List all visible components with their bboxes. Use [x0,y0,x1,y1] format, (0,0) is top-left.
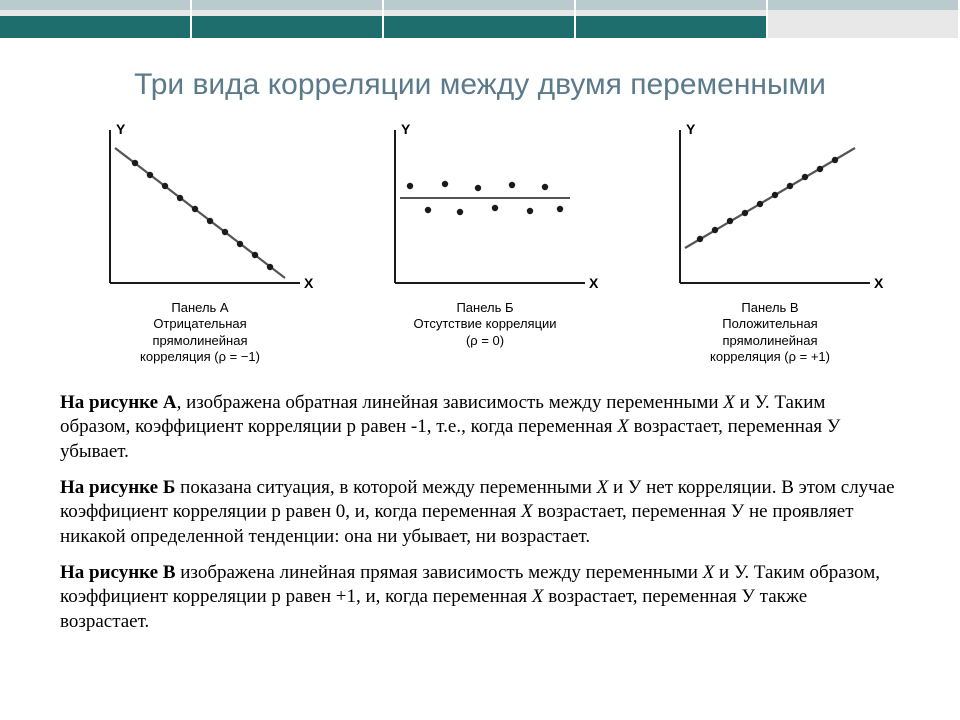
chart-svg-b: YX [370,118,600,298]
caption-b-l1: Панель Б [456,300,513,315]
svg-text:Y: Y [401,121,411,137]
svg-text:Y: Y [686,121,696,137]
bar-row-1 [0,0,960,10]
paragraph-b: На рисунке Б показана ситуация, в которо… [60,476,900,549]
caption-c-l3: прямолинейная [722,333,817,348]
caption-a-l2: Отрицательная [153,316,246,331]
chart-svg-a: YX [85,118,315,298]
slide-title: Три вида корреляции между двумя переменн… [0,38,960,118]
bar-row-3 [0,16,960,38]
caption-b-l2: Отсутствие корреляции [413,316,556,331]
svg-text:X: X [589,275,599,291]
body-text: На рисунке А, изображена обратная линейн… [0,373,960,634]
p2-rest: показана ситуация, в которой между перем… [60,477,895,547]
paragraph-a: На рисунке А, изображена обратная линейн… [60,391,900,464]
svg-text:Y: Y [116,121,126,137]
chart-panel-c: YX Панель В Положительная прямолинейная … [645,118,895,365]
svg-text:X: X [304,275,314,291]
paragraph-c: На рисунке В изображена линейная прямая … [60,561,900,634]
caption-b-l3: (ρ = 0) [466,333,504,348]
caption-a: Панель А Отрицательная прямолинейная кор… [140,300,260,365]
decorative-top-bars [0,0,960,38]
caption-c-l4: корреляция (ρ = +1) [710,349,830,364]
caption-a-l1: Панель А [171,300,228,315]
p2-lead: На рисунке Б [60,477,175,498]
caption-a-l4: корреляция (ρ = −1) [140,349,260,364]
chart-svg-c: YX [655,118,885,298]
caption-a-l3: прямолинейная [152,333,247,348]
caption-c-l2: Положительная [722,316,817,331]
caption-c-l1: Панель В [741,300,798,315]
chart-panel-b: YX Панель Б Отсутствие корреляции (ρ = 0… [360,118,610,365]
svg-text:X: X [874,275,884,291]
p3-lead: На рисунке В [60,562,176,583]
caption-b: Панель Б Отсутствие корреляции (ρ = 0) [413,300,556,349]
p1-rest: , изображена обратная линейная зависимос… [60,392,840,462]
p1-lead: На рисунке А [60,392,177,413]
chart-panel-a: YX Панель А Отрицательная прямолинейная … [75,118,325,365]
p3-rest: изображена линейная прямая зависимость м… [60,562,880,632]
caption-c: Панель В Положительная прямолинейная кор… [710,300,830,365]
charts-row: YX Панель А Отрицательная прямолинейная … [0,118,960,373]
